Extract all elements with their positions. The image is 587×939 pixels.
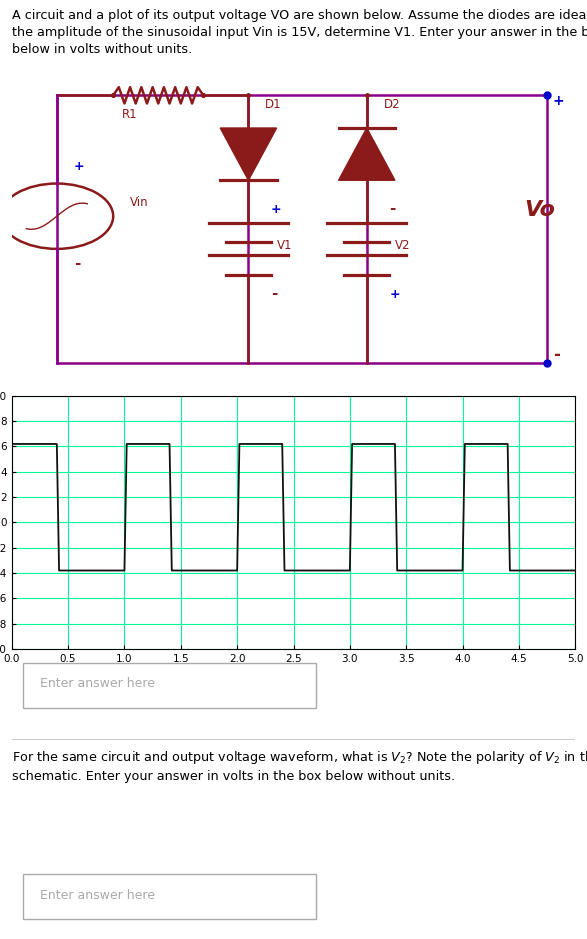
Text: Enter answer here: Enter answer here — [40, 677, 155, 690]
Text: For the same circuit and output voltage waveform, what is $\mathit{V}_2$? Note t: For the same circuit and output voltage … — [12, 749, 587, 783]
Text: Enter answer here: Enter answer here — [40, 888, 155, 901]
FancyBboxPatch shape — [23, 663, 316, 708]
Text: R1: R1 — [122, 108, 138, 121]
Polygon shape — [220, 128, 276, 180]
Text: D2: D2 — [384, 99, 400, 112]
X-axis label: t: t — [291, 667, 296, 680]
Text: +: + — [389, 288, 400, 300]
Text: V1: V1 — [276, 239, 292, 252]
Text: D1: D1 — [265, 99, 282, 112]
Text: +: + — [271, 203, 282, 216]
Text: +: + — [74, 161, 85, 174]
Text: Vo: Vo — [525, 200, 555, 221]
Text: -: - — [553, 346, 559, 364]
Polygon shape — [339, 128, 395, 180]
Text: V2: V2 — [395, 239, 410, 252]
FancyBboxPatch shape — [23, 874, 316, 919]
Text: -: - — [389, 201, 396, 216]
Text: -: - — [74, 256, 80, 271]
Text: Vin: Vin — [130, 196, 149, 209]
Text: +: + — [553, 94, 564, 108]
Text: A circuit and a plot of its output voltage VO are shown below. Assume the diodes: A circuit and a plot of its output volta… — [12, 9, 587, 56]
Text: -: - — [271, 285, 277, 300]
